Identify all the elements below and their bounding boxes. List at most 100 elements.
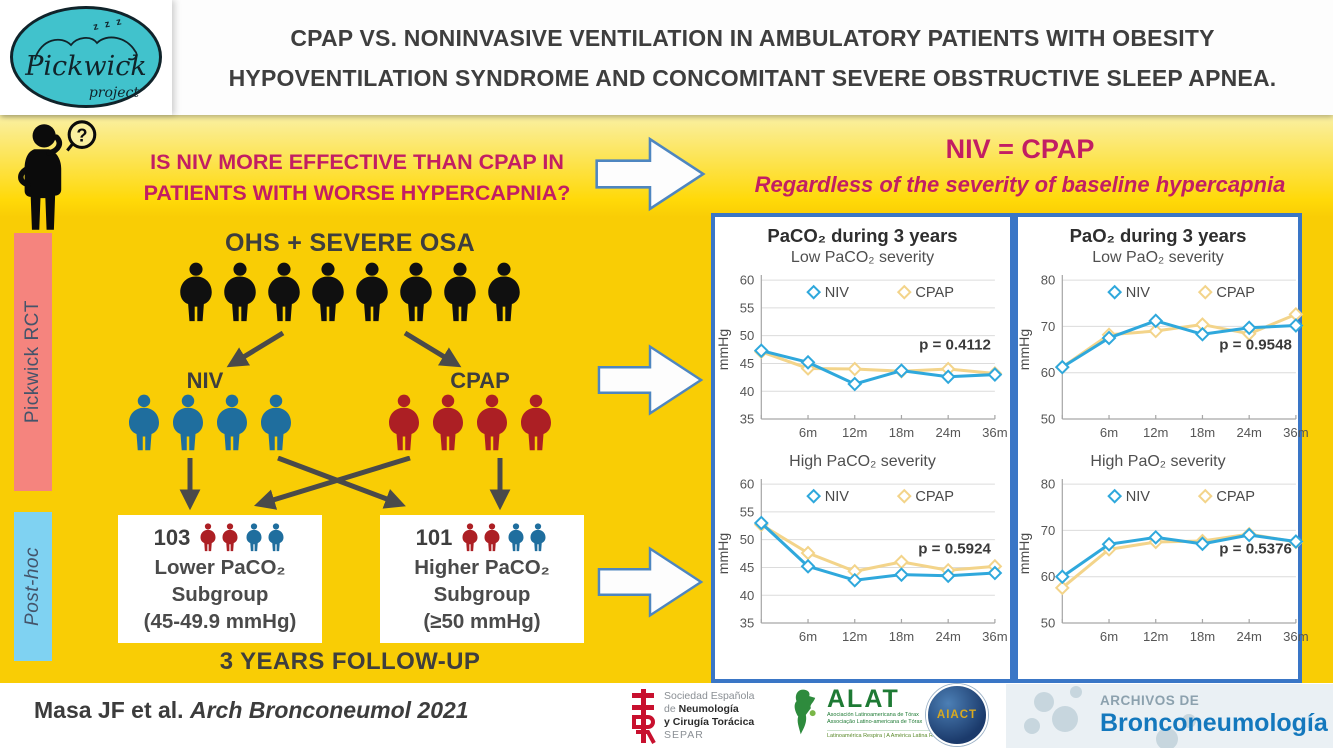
separ-line-2: de Neumología [664, 703, 739, 715]
followup-label: 3 YEARS FOLLOW-UP [219, 648, 481, 675]
sleeping-figure-sketch-icon [34, 36, 138, 61]
person-icon [389, 394, 419, 451]
lower-subgroup-red-persons [198, 523, 240, 553]
svg-text:CPAP: CPAP [915, 489, 954, 505]
svg-text:36m: 36m [1283, 425, 1309, 440]
footer: Masa JF et al. Arch Bronconeumol 2021 So… [0, 683, 1333, 750]
higher-subgroup-range: (≥50 mmHg) [423, 610, 541, 633]
person-icon [462, 523, 478, 552]
alat-logo: ALAT Asociación Latinoamericana de Tórax… [788, 686, 948, 742]
svg-text:35: 35 [739, 412, 754, 427]
higher-paco2-subgroup-box: 101 Higher PaCO₂ Subgroup (≥50 mmHg) [380, 515, 584, 643]
person-icon [217, 394, 247, 451]
svg-text:24m: 24m [1236, 629, 1262, 644]
svg-text:55: 55 [739, 300, 754, 315]
page-title: CPAP VS. NONINVASIVE VENTILATION IN AMBU… [172, 18, 1333, 98]
separ-acronym: SEPAR [664, 729, 704, 741]
svg-text:p = 0.5376: p = 0.5376 [1219, 541, 1292, 558]
molecule-shape [1024, 718, 1040, 734]
svg-text:12m: 12m [842, 425, 868, 440]
svg-text:24m: 24m [1236, 425, 1262, 440]
svg-text:80: 80 [1041, 477, 1056, 492]
svg-text:80: 80 [1041, 273, 1056, 288]
lower-subgroup-blue-persons [244, 523, 286, 553]
svg-text:6m: 6m [1100, 629, 1118, 644]
svg-text:12m: 12m [1143, 425, 1169, 440]
svg-text:mmHg: mmHg [1018, 533, 1032, 574]
archivos-text: ARCHIVOS DE Bronconeumología [1100, 693, 1328, 738]
pickwick-logo-name: Pickwick [25, 51, 147, 82]
person-icon [508, 523, 524, 552]
svg-text:6m: 6m [798, 425, 816, 440]
person-icon [312, 262, 344, 322]
alat-text: ALAT Asociación Latinoamericana de Tórax… [827, 686, 948, 739]
citation: Masa JF et al. Arch Bronconeumol 2021 [34, 697, 469, 724]
conclusion-title: NIV = CPAP [945, 134, 1095, 164]
person-icon [246, 523, 262, 552]
svg-text:18m: 18m [1190, 425, 1216, 440]
cohort-label: OHS + SEVERE OSA [224, 229, 475, 257]
line-chart: 50 60 70 80 6m 12m 18m 24m 36m mmHg NIV CPAP p = 0.5… [1018, 477, 1309, 645]
right-arrow-icon [597, 344, 704, 416]
svg-text:CPAP: CPAP [915, 285, 954, 301]
person-icon [200, 523, 216, 552]
pickwick-logo-project: project [88, 85, 139, 101]
higher-subgroup-red-persons [460, 523, 502, 553]
header: CPAP VS. NONINVASIVE VENTILATION IN AMBU… [0, 0, 1333, 115]
pickwick-rct-label: Pickwick RCT [22, 300, 43, 424]
alat-sub-1: Asociación Latinoamericana de Tórax [827, 712, 919, 718]
niv-persons [122, 394, 298, 454]
person-icon [129, 394, 159, 451]
subgroup-crossing-arrows [179, 456, 511, 511]
person-icon [433, 394, 463, 451]
svg-text:6m: 6m [798, 629, 816, 644]
svg-text:70: 70 [1041, 523, 1056, 538]
archivos-journal-logo: ARCHIVOS DE Bronconeumología [1006, 684, 1333, 748]
cohort-persons [115, 262, 585, 325]
paco2-panel-title: PaCO₂ during 3 years [767, 225, 958, 246]
svg-text:mmHg: mmHg [717, 329, 731, 370]
svg-text:36m: 36m [982, 425, 1008, 440]
question-line-2: PATIENTS WITH WORSE HYPERCAPNIA? [143, 181, 571, 205]
person-icon [400, 262, 432, 322]
person-icon [477, 394, 507, 451]
person-icon [224, 262, 256, 322]
niv-branch-label: NIV [186, 368, 224, 393]
higher-subgroup-n: 101 [415, 525, 453, 550]
alat-map-icon [794, 689, 816, 735]
person-icon [261, 394, 291, 451]
person-icon [530, 523, 546, 552]
molecule-shape [1034, 692, 1054, 712]
person-icon [444, 262, 476, 322]
svg-text:60: 60 [739, 273, 754, 288]
line-chart: 35 40 45 50 55 60 6m 12m 18m 24m 36m mmHg NIV CPAP p =… [717, 477, 1008, 645]
svg-text:50: 50 [739, 328, 754, 343]
person-icon [180, 262, 212, 322]
separ-logo-icon [632, 689, 656, 744]
aiact-name: AIACT [936, 709, 978, 721]
question-line-1: IS NIV MORE EFFECTIVE THAN CPAP IN [150, 150, 564, 174]
svg-text:NIV: NIV [1126, 489, 1151, 505]
posthoc-label: Post-hoc [22, 547, 43, 626]
right-arrow-icon [597, 546, 704, 618]
pickwick-logo: z z z Pickwick project [0, 0, 172, 115]
svg-text:6m: 6m [1100, 425, 1118, 440]
person-icon [222, 523, 238, 552]
lower-subgroup-line1: Lower PaCO₂ [154, 556, 286, 579]
citation-authors: Masa JF et al. [34, 697, 184, 723]
title-line-2: HYPOVENTILATION SYNDROME AND CONCOMITANT… [228, 65, 1277, 91]
title-line-1: CPAP VS. NONINVASIVE VENTILATION IN AMBU… [290, 25, 1215, 51]
svg-text:CPAP: CPAP [1216, 285, 1255, 301]
separ-line-3: y Cirugía Torácica [664, 716, 755, 728]
svg-text:55: 55 [739, 505, 754, 520]
molecule-shape [1070, 686, 1082, 698]
svg-text:18m: 18m [888, 629, 914, 644]
svg-text:mmHg: mmHg [717, 533, 731, 574]
lower-subgroup-range: (45-49.9 mmHg) [143, 610, 297, 633]
molecule-shape [1156, 728, 1178, 748]
pickwick-logo-ellipse: z z z Pickwick project [10, 6, 162, 108]
line-chart: 35 40 45 50 55 60 6m 12m 18m 24m 36m mmHg NIV CPAP p =… [717, 273, 1008, 441]
alat-name: ALAT [827, 685, 900, 713]
pao2-panel-title: PaO₂ during 3 years [1069, 225, 1247, 246]
question-mark-glyph: ? [76, 124, 87, 145]
